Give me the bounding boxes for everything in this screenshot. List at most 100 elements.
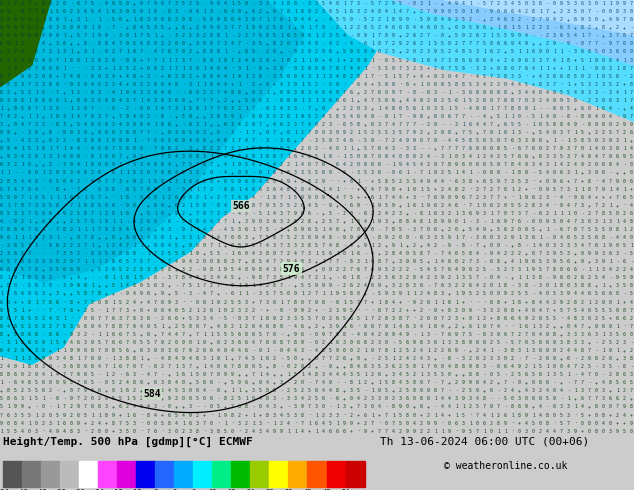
Text: 2: 2 (434, 243, 437, 248)
Text: 1: 1 (224, 49, 227, 54)
Text: 2: 2 (497, 413, 500, 417)
Text: 2: 2 (518, 332, 521, 337)
Text: 6: 6 (357, 82, 360, 87)
Text: +: + (609, 316, 612, 320)
Text: 6: 6 (35, 154, 38, 159)
Text: 6: 6 (126, 348, 129, 353)
Text: -: - (504, 324, 507, 329)
Text: 5: 5 (357, 388, 360, 393)
Text: 7: 7 (140, 364, 143, 369)
Text: -: - (560, 396, 563, 401)
Text: 1: 1 (168, 235, 171, 240)
Text: 1: 1 (350, 219, 353, 224)
Text: 3: 3 (602, 396, 605, 401)
Text: 9: 9 (427, 17, 430, 22)
Text: 4: 4 (266, 404, 269, 410)
Text: 0: 0 (336, 90, 339, 95)
Text: 9: 9 (210, 1, 213, 6)
Text: 0: 0 (35, 171, 38, 175)
Text: 1: 1 (70, 49, 73, 54)
Text: 8: 8 (469, 251, 472, 256)
Text: 0: 0 (182, 49, 185, 54)
Text: 4: 4 (224, 162, 227, 168)
Text: 4: 4 (42, 41, 45, 47)
Text: +: + (49, 292, 52, 296)
Bar (327, 461, 346, 487)
Text: 8: 8 (308, 178, 311, 184)
Text: 9: 9 (189, 114, 192, 119)
Text: -: - (560, 82, 563, 87)
Text: -: - (546, 275, 549, 280)
Text: 0: 0 (553, 130, 556, 135)
Text: -: - (511, 420, 514, 426)
Text: 8: 8 (413, 154, 416, 159)
Text: 2: 2 (448, 275, 451, 280)
Text: 5: 5 (371, 1, 374, 6)
Text: 5: 5 (567, 90, 570, 95)
Text: 3: 3 (196, 122, 199, 127)
Text: +: + (448, 324, 451, 329)
Text: 9: 9 (0, 235, 3, 240)
Text: 4: 4 (469, 106, 472, 111)
Text: 9: 9 (511, 235, 514, 240)
Text: 1: 1 (504, 114, 507, 119)
Text: 3: 3 (231, 130, 234, 135)
Text: 3: 3 (336, 413, 339, 417)
Text: 3: 3 (14, 413, 17, 417)
Text: 7: 7 (203, 187, 206, 192)
Text: 6: 6 (287, 130, 290, 135)
Text: +: + (7, 332, 10, 337)
Text: 5: 5 (42, 348, 45, 353)
Text: 6: 6 (532, 195, 535, 200)
Text: 1: 1 (420, 106, 423, 111)
Text: 5: 5 (469, 82, 472, 87)
Text: 3: 3 (308, 259, 311, 264)
Text: 2: 2 (112, 49, 115, 54)
Text: 6: 6 (553, 404, 556, 410)
Text: -: - (224, 292, 227, 296)
Text: 3: 3 (273, 243, 276, 248)
Text: -: - (259, 138, 262, 143)
Text: 1: 1 (231, 251, 234, 256)
Text: 0: 0 (35, 195, 38, 200)
Text: 7: 7 (511, 154, 514, 159)
Text: 6: 6 (84, 9, 87, 14)
Text: 8: 8 (455, 187, 458, 192)
Text: 3: 3 (623, 340, 626, 345)
Text: 7: 7 (140, 33, 143, 38)
Text: -: - (252, 66, 255, 71)
Text: 9: 9 (49, 356, 52, 361)
Text: 0: 0 (602, 74, 605, 79)
Text: 7: 7 (154, 372, 157, 377)
Text: 2: 2 (441, 348, 444, 353)
Text: 2: 2 (420, 41, 423, 47)
Text: 2: 2 (196, 171, 199, 175)
Text: 3: 3 (567, 187, 570, 192)
Text: 4: 4 (133, 404, 136, 410)
Text: 1: 1 (392, 162, 395, 168)
Text: 0: 0 (175, 429, 178, 434)
Text: 2: 2 (140, 219, 143, 224)
Text: 4: 4 (266, 380, 269, 385)
Text: 6: 6 (238, 332, 241, 337)
Text: 7: 7 (287, 267, 290, 272)
Text: 2: 2 (70, 413, 73, 417)
Text: 8: 8 (350, 364, 353, 369)
Text: 2: 2 (210, 147, 213, 151)
Text: +: + (168, 203, 171, 208)
Text: 4: 4 (378, 404, 381, 410)
Text: -: - (567, 49, 570, 54)
Text: 6: 6 (42, 98, 45, 103)
Text: -: - (14, 74, 17, 79)
Text: 9: 9 (56, 82, 59, 87)
Text: 3: 3 (49, 420, 52, 426)
Text: 0: 0 (518, 114, 521, 119)
Text: 0: 0 (189, 154, 192, 159)
Text: 5: 5 (602, 308, 605, 313)
Text: 7: 7 (462, 235, 465, 240)
Text: 1: 1 (609, 187, 612, 192)
Text: +: + (595, 283, 598, 289)
Text: 2: 2 (378, 332, 381, 337)
Text: 1: 1 (469, 9, 472, 14)
Text: 2: 2 (189, 267, 192, 272)
